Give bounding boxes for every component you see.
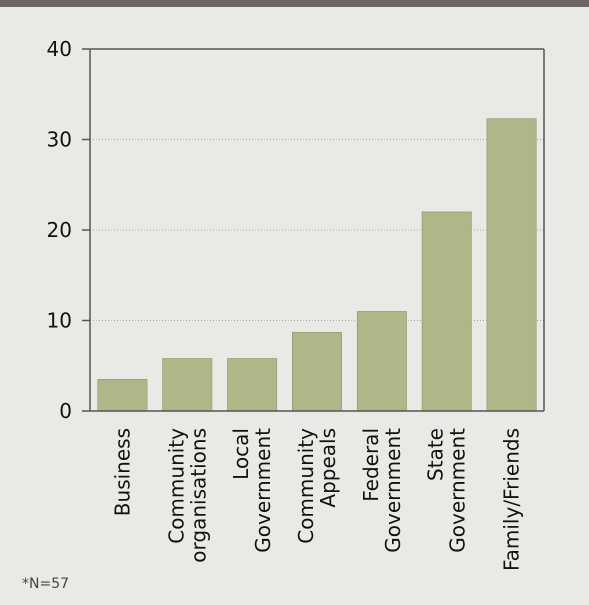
y-tick-label-0: 0 xyxy=(59,399,72,423)
x-tick-label-1-line-0: Community xyxy=(164,428,188,544)
grid-layer xyxy=(90,48,544,321)
axis-layer xyxy=(82,48,545,412)
bar-5 xyxy=(421,211,472,412)
bar-3 xyxy=(292,331,342,412)
bar-1 xyxy=(162,358,213,412)
bar-2 xyxy=(227,358,278,412)
top-band xyxy=(0,0,589,7)
y-tick-label-20: 20 xyxy=(47,218,72,242)
x-tick-label-2-line-1: Government xyxy=(251,428,275,553)
x-tick-label-3-line-0: Community xyxy=(294,428,318,544)
x-tick-label-6-line-0: Family/Friends xyxy=(500,428,524,571)
x-tick-label-5-line-0: State xyxy=(424,428,448,481)
x-tick-label-4-line-0: Federal xyxy=(359,428,383,502)
y-tick-label-10: 10 xyxy=(47,309,72,333)
bar-6 xyxy=(486,118,537,412)
y-tick-label-40: 40 xyxy=(47,37,72,61)
sample-size-note: *N=57 xyxy=(22,576,70,592)
x-tick-label-5-line-1: Government xyxy=(446,428,470,553)
x-tick-label-group-6: Family/Friends xyxy=(500,428,524,571)
bar-4 xyxy=(356,311,407,412)
x-tick-label-1-line-1: organisations xyxy=(186,428,210,563)
x-tick-label-2-line-0: Local xyxy=(229,428,253,480)
bar-0 xyxy=(97,379,148,412)
x-tick-label-0-line-0: Business xyxy=(110,428,134,516)
x-tick-label-group-0: Business xyxy=(110,428,134,516)
bar-layer xyxy=(97,118,537,412)
x-tick-label-4-line-1: Government xyxy=(381,428,405,553)
y-tick-label-30: 30 xyxy=(47,128,72,152)
x-tick-label-3-line-1: Appeals xyxy=(316,428,340,508)
